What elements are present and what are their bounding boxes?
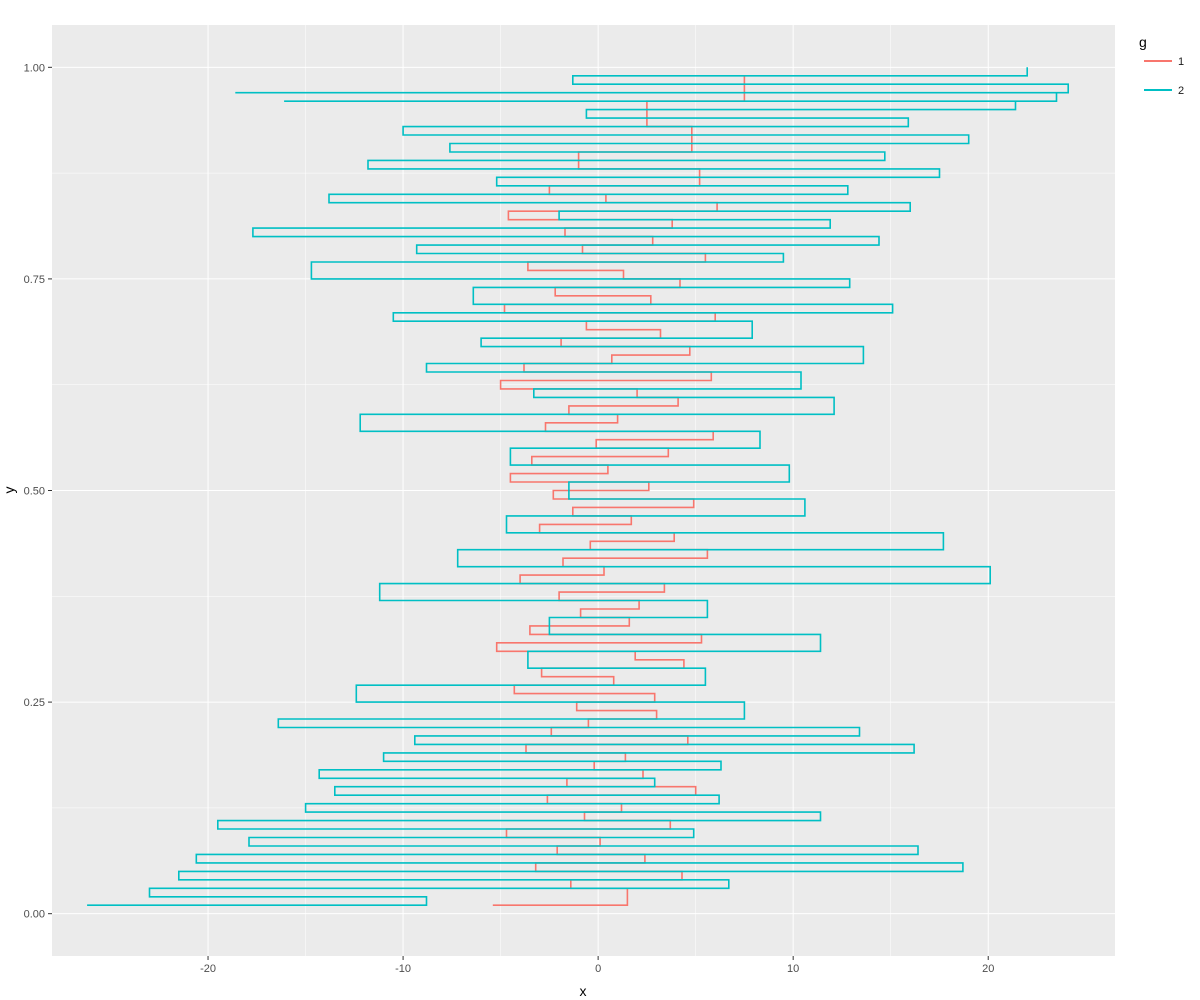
y-tick-label: 1.00: [24, 62, 45, 74]
axes: -20 -10 0 10 20 0.00 0.25 0.50 0.75 1.00: [24, 62, 995, 975]
legend-title: g: [1139, 34, 1147, 50]
x-tick-label: 10: [787, 963, 799, 975]
y-tick-label: 0.25: [24, 697, 45, 709]
x-tick-label: 0: [595, 963, 601, 975]
y-tick-label: 0.50: [24, 486, 45, 498]
x-axis-title: x: [580, 983, 587, 999]
y-axis-title: y: [1, 487, 17, 494]
series-line-1: [492, 75, 746, 906]
y-tick-label: 0.75: [24, 274, 45, 286]
legend-label-2: 2: [1178, 85, 1184, 97]
y-tick-label: 0.00: [24, 909, 45, 921]
legend: g 1 2: [1139, 34, 1184, 97]
series-line-2: [87, 67, 1069, 906]
legend-label-1: 1: [1178, 56, 1184, 68]
x-tick-label: 20: [982, 963, 994, 975]
series-lines: [87, 67, 1069, 906]
x-tick-label: -10: [395, 963, 411, 975]
x-tick-label: -20: [200, 963, 216, 975]
